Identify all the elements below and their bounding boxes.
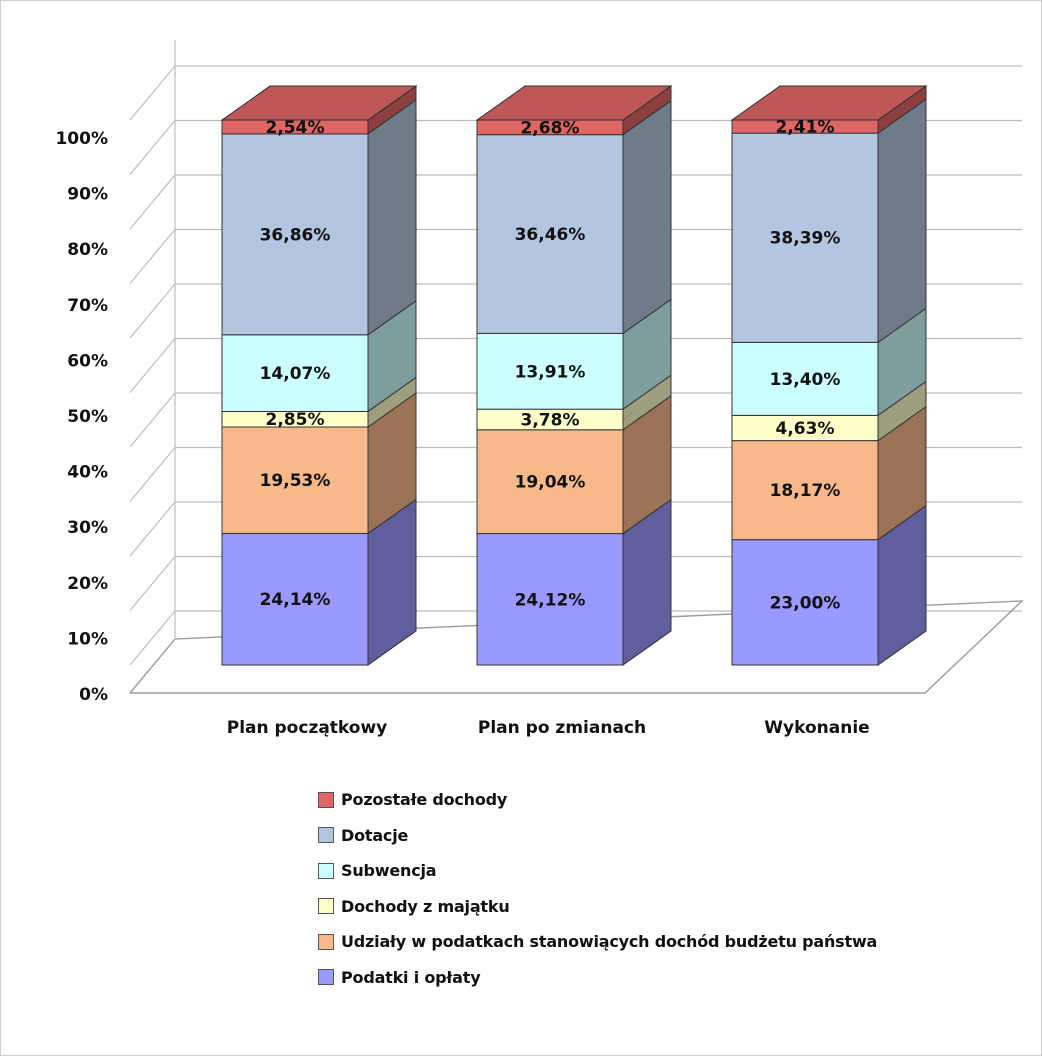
data-label: 24,14% [260,590,331,610]
legend-item: Podatki i opłaty [318,960,877,996]
legend-item: Dotacje [318,818,877,854]
category-label: Plan początkowy [227,718,388,738]
legend-swatch [318,827,334,844]
data-label: 14,07% [260,364,331,384]
data-label: 18,17% [770,481,841,501]
data-label: 2,85% [266,410,325,430]
bar-segment [221,133,369,336]
gridline-diagonal [129,501,176,557]
bar-segment [731,539,879,666]
y-tick-label: 60% [67,351,108,371]
gridline-diagonal [129,447,176,502]
legend-label: Dotacje [341,825,409,845]
gridline-diagonal [129,392,176,448]
y-tick-label: 90% [67,185,108,205]
bar-segment [731,132,879,343]
gridline-diagonal [129,610,176,666]
category-label: Plan po zmianach [478,718,646,738]
bars: 24,14% 19,53% 2,85% 14,07% 36,86% 2,54% Plan p… [220,85,928,738]
data-label: 2,54% [266,118,325,138]
bar-segment-side [877,98,927,344]
legend-item: Dochody z majątku [318,889,877,925]
gridline-diagonal [129,229,176,284]
bar-top [475,85,673,121]
legend-swatch [318,791,334,808]
data-label: 2,68% [521,118,580,138]
y-tick-label: 100% [55,129,108,149]
bar-segment [731,440,879,541]
legend-label: Subwencja [341,861,437,881]
y-tick-label: 10% [67,629,108,649]
legend-label: Podatki i opłaty [341,967,481,987]
category-label: Wykonanie [764,718,869,738]
gridline-diagonal [129,338,176,393]
data-label: 3,78% [521,410,580,430]
legend-swatch [318,898,334,915]
data-label: 36,86% [260,225,331,245]
gridline-diagonal [129,65,176,121]
data-label: 2,41% [776,118,835,138]
bar-segment-side [622,99,672,335]
bar-segment [221,334,369,412]
data-label: 38,39% [770,229,841,249]
gridline-diagonal [129,174,176,230]
data-label: 4,63% [776,419,835,439]
legend-label: Pozostałe dochody [341,790,508,810]
y-tick-label: 30% [67,518,108,538]
legend-label: Udziały w podatkach stanowiących dochód … [341,932,878,952]
legend: Pozostałe dochody Dotacje Subwencja Doch… [318,782,877,995]
data-label: 13,91% [515,362,586,382]
data-label: 13,40% [770,370,841,390]
y-tick-label: 40% [67,463,108,483]
y-tick-label: 80% [67,240,108,260]
legend-item: Pozostałe dochody [318,782,877,818]
y-tick-label: 70% [67,296,108,316]
legend-swatch [318,862,334,879]
data-label: 19,04% [515,473,586,493]
floor-outline [129,600,1024,694]
y-tick-label: 0% [79,685,108,705]
data-label: 36,46% [515,225,586,245]
legend-item: Subwencja [318,853,877,889]
bar-segment [476,429,624,535]
bar-segment [476,533,624,666]
legend-item: Udziały w podatkach stanowiących dochód … [318,924,877,960]
data-label: 19,53% [260,471,331,491]
gridline-diagonal [129,120,176,175]
data-label: 23,00% [770,593,841,613]
bar-segment-side [367,98,417,336]
y-tick-label: 20% [67,574,108,594]
bar-segment [221,532,369,666]
bar-top [730,85,928,121]
legend-label: Dochody z majątku [341,896,510,916]
y-tick-label: 50% [67,407,108,427]
legend-swatch [318,933,334,950]
gridline-diagonal [129,556,176,611]
legend-swatch [318,969,334,986]
gridline-diagonal [129,283,176,339]
bar-top [220,85,418,121]
y-axis: 0% 10% 20% 30% 40% 50% 60% 70% 80% 90% 100% [55,129,108,705]
data-label: 24,12% [515,590,586,610]
